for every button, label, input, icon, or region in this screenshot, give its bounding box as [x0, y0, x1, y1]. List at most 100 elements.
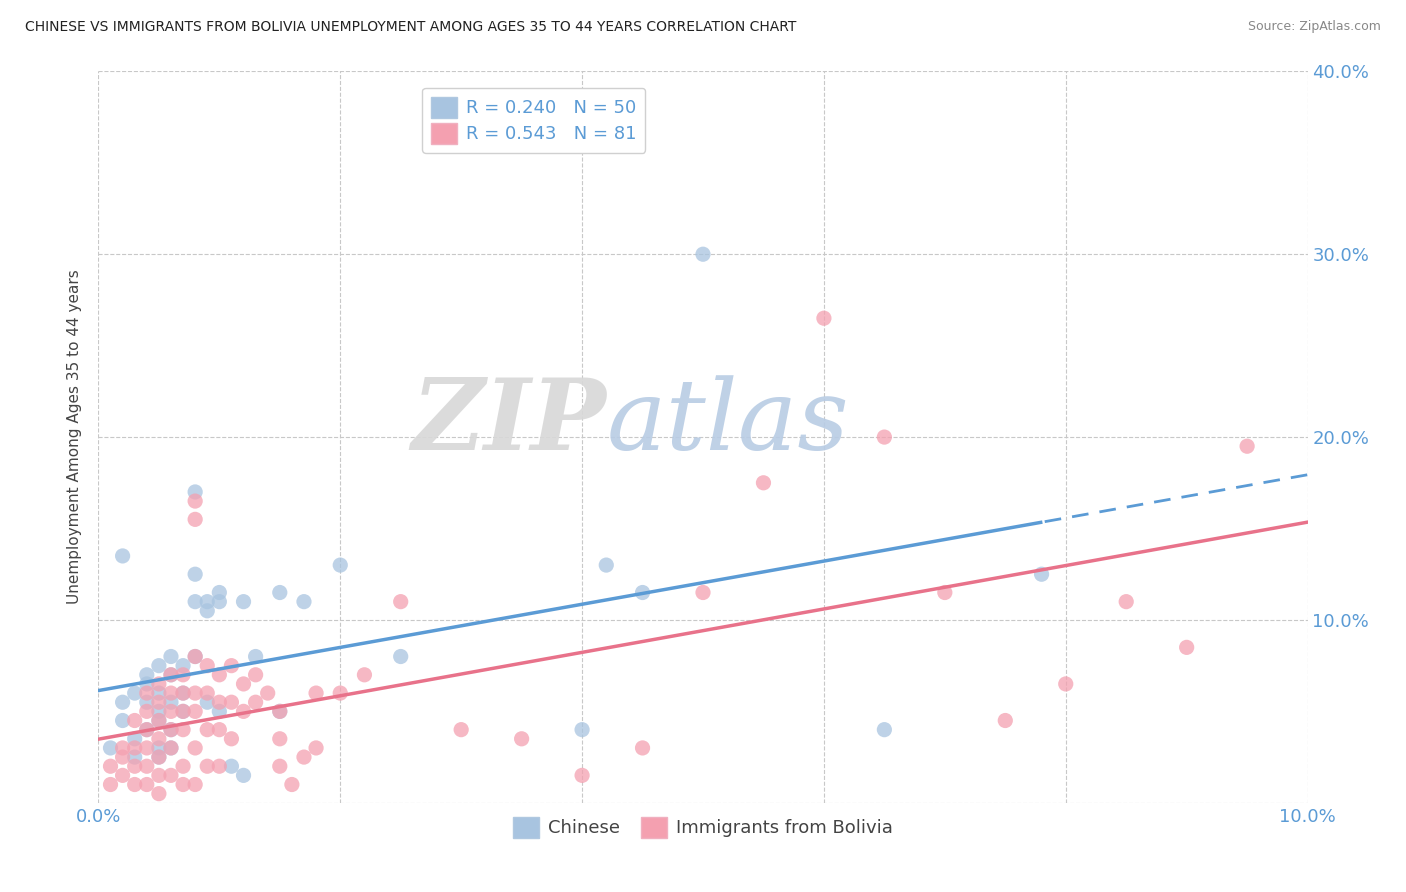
Point — [111, 740, 134, 755]
Point — [160, 686, 183, 700]
Point — [195, 686, 218, 700]
Text: Source: ZipAtlas.com: Source: ZipAtlas.com — [1247, 20, 1381, 33]
Point — [245, 695, 267, 709]
Point — [160, 649, 183, 664]
Point — [221, 695, 243, 709]
Point — [124, 731, 146, 746]
Point — [752, 475, 775, 490]
Point — [292, 594, 315, 608]
Point — [172, 686, 194, 700]
Point — [1054, 677, 1077, 691]
Point — [208, 667, 231, 681]
Point — [1236, 439, 1258, 453]
Point — [172, 759, 194, 773]
Point — [111, 768, 134, 782]
Point — [172, 723, 194, 737]
Point — [269, 731, 291, 746]
Point — [135, 723, 157, 737]
Point — [208, 759, 231, 773]
Point — [148, 750, 170, 764]
Point — [172, 705, 194, 719]
Point — [184, 649, 207, 664]
Point — [195, 594, 218, 608]
Point — [111, 549, 134, 563]
Text: ZIP: ZIP — [412, 375, 606, 471]
Point — [160, 740, 183, 755]
Point — [510, 731, 533, 746]
Point — [221, 731, 243, 746]
Y-axis label: Unemployment Among Ages 35 to 44 years: Unemployment Among Ages 35 to 44 years — [67, 269, 83, 605]
Point — [195, 658, 218, 673]
Point — [232, 677, 254, 691]
Point — [160, 723, 183, 737]
Point — [595, 558, 617, 573]
Point — [269, 585, 291, 599]
Point — [124, 759, 146, 773]
Point — [172, 778, 194, 792]
Point — [184, 649, 207, 664]
Point — [195, 604, 218, 618]
Point — [135, 723, 157, 737]
Point — [124, 778, 146, 792]
Point — [135, 778, 157, 792]
Point — [208, 585, 231, 599]
Point — [1115, 594, 1137, 608]
Point — [160, 723, 183, 737]
Point — [232, 768, 254, 782]
Point — [148, 731, 170, 746]
Point — [148, 677, 170, 691]
Point — [184, 494, 207, 508]
Point — [692, 247, 714, 261]
Point — [148, 695, 170, 709]
Point — [873, 430, 896, 444]
Point — [195, 759, 218, 773]
Point — [994, 714, 1017, 728]
Point — [184, 705, 207, 719]
Point — [148, 750, 170, 764]
Point — [305, 686, 328, 700]
Point — [160, 667, 183, 681]
Point — [329, 686, 352, 700]
Point — [571, 723, 593, 737]
Point — [135, 705, 157, 719]
Point — [135, 686, 157, 700]
Point — [111, 714, 134, 728]
Point — [148, 658, 170, 673]
Point — [813, 311, 835, 326]
Point — [281, 778, 304, 792]
Point — [208, 695, 231, 709]
Point — [135, 695, 157, 709]
Point — [124, 750, 146, 764]
Point — [208, 723, 231, 737]
Point — [148, 768, 170, 782]
Point — [269, 759, 291, 773]
Point — [172, 705, 194, 719]
Point — [100, 778, 122, 792]
Point — [631, 740, 654, 755]
Point — [124, 714, 146, 728]
Point — [184, 485, 207, 500]
Point — [160, 695, 183, 709]
Point — [172, 667, 194, 681]
Point — [195, 695, 218, 709]
Point — [269, 705, 291, 719]
Point — [208, 705, 231, 719]
Point — [450, 723, 472, 737]
Point — [269, 705, 291, 719]
Point — [184, 686, 207, 700]
Point — [172, 686, 194, 700]
Point — [184, 567, 207, 582]
Point — [232, 705, 254, 719]
Point — [292, 750, 315, 764]
Point — [245, 667, 267, 681]
Point — [1031, 567, 1053, 582]
Point — [100, 740, 122, 755]
Point — [692, 585, 714, 599]
Point — [135, 677, 157, 691]
Point — [221, 759, 243, 773]
Point — [148, 787, 170, 801]
Point — [160, 768, 183, 782]
Point — [232, 594, 254, 608]
Point — [221, 658, 243, 673]
Point — [148, 740, 170, 755]
